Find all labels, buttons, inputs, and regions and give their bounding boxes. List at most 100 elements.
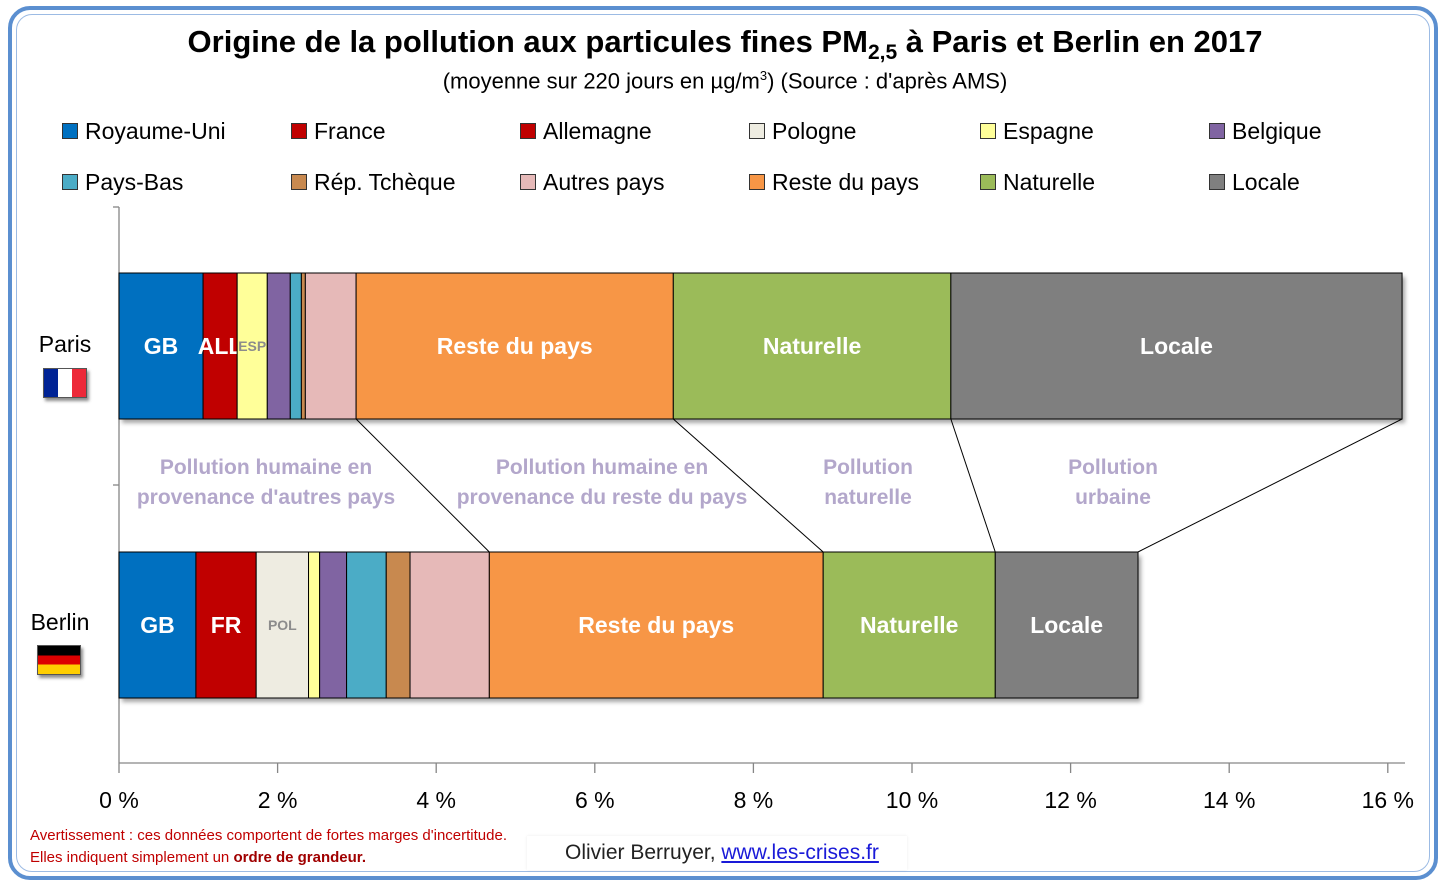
bar-segment-label: Naturelle: [763, 333, 861, 359]
warning-text: Avertissement : ces données comportent d…: [30, 827, 507, 866]
connector-line: [950, 418, 996, 553]
credit-link[interactable]: www.les-crises.fr: [721, 841, 879, 864]
warning-note: Avertissement : ces données comportent d…: [30, 825, 530, 869]
chart-frame-inner: [16, 14, 1430, 872]
credit: Olivier Berruyer, www.les-crises.fr: [527, 836, 907, 870]
category-label-berlin: Berlin: [30, 609, 90, 635]
bar-segment-label: Naturelle: [860, 612, 958, 638]
legend-label: France: [314, 118, 386, 144]
legend-label: Pologne: [772, 118, 857, 144]
legend-swatch: [980, 122, 996, 139]
chart-frame: [8, 6, 1438, 880]
annotation-line: Pollution: [823, 456, 913, 479]
bar-segment-autres-pays: [304, 272, 357, 420]
bar-segment-label: ESP: [238, 338, 266, 354]
legend-label: Rép. Tchèque: [314, 169, 456, 195]
title-text: Origine de la pollution aux particules f…: [187, 24, 868, 59]
bar-segment-belgique: [266, 272, 291, 420]
bar-segment-pays-bas: [289, 272, 302, 420]
legend-label: Belgique: [1232, 118, 1322, 144]
connector-line: [1137, 418, 1403, 553]
legend-item: Pays-Bas: [62, 168, 183, 196]
legend-item: Autres pays: [520, 168, 664, 196]
legend-label: Reste du pays: [772, 169, 920, 195]
legend-item: Allemagne: [520, 117, 652, 145]
legend-label: Locale: [1232, 169, 1300, 195]
legend-item: France: [291, 117, 386, 145]
subtitle-superscript: 3: [759, 68, 768, 83]
annotation-urban: Pollution urbaine: [1043, 453, 1183, 513]
bar-segment-naturelle: [672, 272, 952, 420]
annotation-line: Pollution: [1068, 456, 1158, 479]
bar-segment-label: Locale: [1140, 333, 1213, 359]
bar-segment-label: FR: [211, 612, 242, 638]
annotation-rest-of-country: Pollution humaine en provenance du reste…: [447, 453, 757, 513]
x-tick-label: 6 %: [575, 787, 615, 813]
bar-segment-royaume-uni: [118, 551, 197, 699]
bar-segment-label: Reste du pays: [437, 333, 593, 359]
bar-segment-r-p-tch-que: [300, 272, 306, 420]
legend-item: Espagne: [980, 117, 1094, 145]
x-tick-label: 2 %: [258, 787, 298, 813]
subtitle-tail: ) (Source : d'après AMS): [767, 68, 1008, 94]
legend-swatch: [62, 122, 78, 139]
bar-segment-allemagne: [202, 272, 238, 420]
bar-segment-reste-du-pays: [355, 272, 674, 420]
bar-segment-label: POL: [268, 617, 297, 633]
legend-swatch: [291, 122, 307, 139]
annotation-line: Pollution humaine en: [495, 456, 709, 479]
legend-swatch: [291, 173, 307, 190]
title-subscript: 2,5: [867, 41, 898, 65]
annotation-line: provenance d'autres pays: [136, 486, 396, 509]
connector-line: [672, 418, 824, 553]
legend-swatch: [749, 122, 765, 139]
annotation-line: naturelle: [824, 486, 912, 509]
legend-label: Naturelle: [1003, 169, 1096, 195]
bar-segment-espagne: [308, 551, 321, 699]
legend-swatch: [1209, 173, 1225, 190]
legend-item: Rép. Tchèque: [291, 168, 456, 196]
bar-segment-naturelle: [822, 551, 996, 699]
bar-segment-r-p-tch-que: [385, 551, 411, 699]
bar-segment-pays-bas: [346, 551, 387, 699]
legend-item: Naturelle: [980, 168, 1095, 196]
x-tick-label: 10 %: [886, 787, 938, 813]
annotation-line: Pollution humaine en: [159, 456, 373, 479]
bar-segment-label: Locale: [1030, 612, 1103, 638]
bar-segment-label: ALL: [198, 333, 243, 359]
legend-swatch: [980, 173, 996, 190]
legend-item: Locale: [1209, 168, 1300, 196]
legend-item: Royaume-Uni: [62, 117, 226, 145]
x-tick-label: 0 %: [99, 787, 139, 813]
legend-label: Allemagne: [543, 118, 652, 144]
bar-segment-reste-du-pays: [488, 551, 824, 699]
bar-segment-autres-pays: [409, 551, 490, 699]
bar-segment-france: [195, 551, 257, 699]
x-tick-label: 4 %: [416, 787, 456, 813]
bar-segment-pologne: [255, 551, 310, 699]
annotation-natural: Pollution naturelle: [798, 453, 938, 513]
bar-segment-belgique: [319, 551, 348, 699]
bar-segment-locale: [950, 272, 1403, 420]
legend-swatch: [1209, 122, 1225, 139]
x-tick-label: 14 %: [1203, 787, 1255, 813]
connector-line: [355, 418, 490, 553]
legend-label: Royaume-Uni: [85, 118, 226, 144]
bar-segment-locale: [994, 551, 1139, 699]
legend-label: Espagne: [1003, 118, 1094, 144]
germany-flag-icon: [37, 645, 81, 675]
title-tail: à Paris et Berlin en 2017: [897, 24, 1263, 59]
x-tick-label: 12 %: [1044, 787, 1096, 813]
bar-segment-espagne: [236, 272, 268, 420]
chart-title: Origine de la pollution aux particules f…: [0, 24, 1450, 65]
legend-label: Pays-Bas: [85, 169, 184, 195]
subtitle-text: (moyenne sur 220 jours en µg/m: [442, 68, 760, 94]
credit-author: Olivier Berruyer,: [565, 841, 722, 864]
chart-subtitle: (moyenne sur 220 jours en µg/m3) (Source…: [0, 68, 1450, 94]
legend-swatch: [749, 173, 765, 190]
legend-label: Autres pays: [543, 169, 665, 195]
category-label-paris: Paris: [38, 331, 92, 357]
legend-swatch: [520, 173, 536, 190]
bar-segment-label: GB: [144, 333, 179, 359]
